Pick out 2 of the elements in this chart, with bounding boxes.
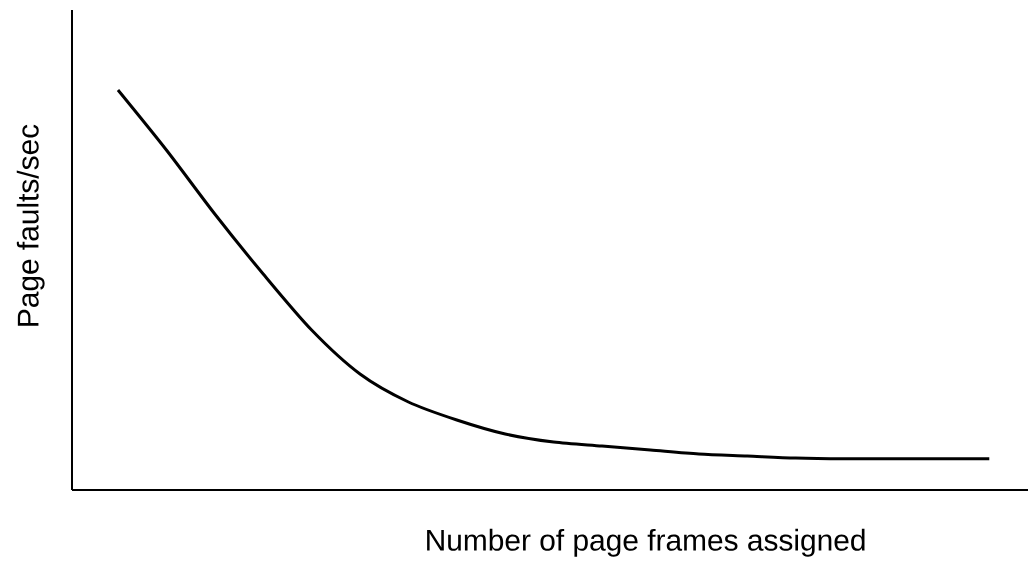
- x-axis-title: Number of page frames assigned: [427, 528, 865, 557]
- y-axis-title: Page faults/sec: [16, 124, 45, 326]
